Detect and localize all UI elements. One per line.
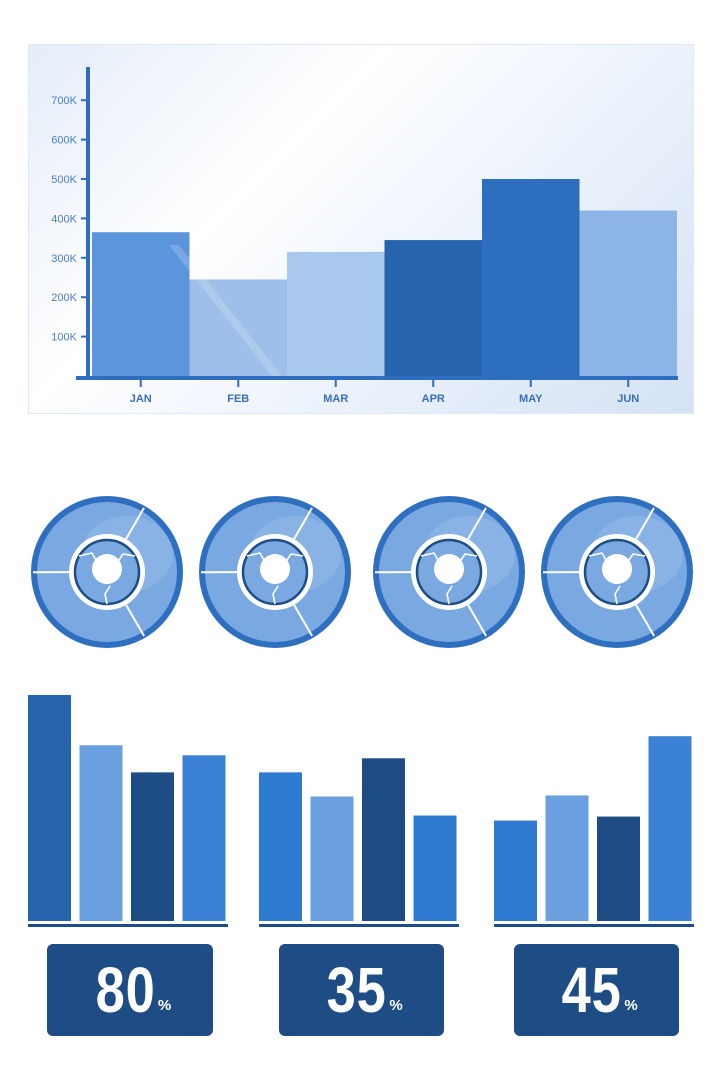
mini-bar xyxy=(362,758,405,921)
mini-bar xyxy=(131,772,174,921)
donut-slice-divider xyxy=(293,507,313,540)
donut-inner-divider xyxy=(272,585,279,605)
donut-chart-1 xyxy=(30,495,184,649)
y-tick-label: 600K xyxy=(51,135,77,147)
x-tick-label: MAY xyxy=(519,393,543,405)
y-tick-label: 100K xyxy=(51,332,77,344)
donut-svg-2 xyxy=(199,496,351,648)
stat-unit: % xyxy=(157,997,172,1014)
mini-baseline xyxy=(28,924,228,927)
mini-baseline xyxy=(259,924,459,927)
donut-center xyxy=(260,554,290,584)
mini-bar xyxy=(28,695,71,921)
bar-jan xyxy=(92,232,190,376)
mini-bar xyxy=(310,796,354,921)
x-tick-label: JUN xyxy=(617,393,639,405)
donut-chart-2 xyxy=(198,495,352,649)
stat-unit: % xyxy=(389,997,403,1014)
mini-bar-chart-1 xyxy=(28,690,228,930)
donut-center xyxy=(434,554,464,584)
stat-unit: % xyxy=(624,997,638,1014)
y-tick-label: 300K xyxy=(51,253,77,265)
donut-center xyxy=(92,554,122,584)
y-tick-label: 400K xyxy=(51,213,77,225)
mini-bar xyxy=(597,816,640,921)
donut-chart-4 xyxy=(540,495,694,649)
donut-center xyxy=(602,554,632,584)
stat-value: 45 xyxy=(561,954,622,1026)
donut-inner-divider xyxy=(246,552,266,563)
donut-slice-divider xyxy=(467,604,487,637)
bar-jun xyxy=(579,210,677,376)
x-tick-label: JAN xyxy=(130,393,152,405)
mini-bar xyxy=(182,755,226,921)
mini-svg-3 xyxy=(494,736,694,927)
mini-bar-chart-3 xyxy=(494,690,694,930)
donut-svg-4 xyxy=(541,496,693,648)
donut-slice-divider xyxy=(635,507,655,540)
stat-box-1: 80% xyxy=(47,944,213,1036)
donut-slice-divider xyxy=(293,604,313,637)
donut-slice-divider xyxy=(125,604,145,637)
donut-inner-divider xyxy=(614,585,621,605)
donut-slice-divider xyxy=(635,604,655,637)
donut-inner-divider xyxy=(420,552,440,563)
mini-baseline xyxy=(494,924,694,927)
stat-box-2: 35% xyxy=(279,944,444,1036)
donut-svg-1 xyxy=(31,496,183,648)
mini-bar xyxy=(494,820,537,921)
bar-feb xyxy=(189,279,287,376)
light-streak xyxy=(169,245,289,385)
bar-apr xyxy=(384,240,482,376)
monthly-bar-chart-svg: 100K 200K 300K 400K 500K 600K 700K JAN FEB MAR APR… xyxy=(51,67,678,405)
donut-slice-divider xyxy=(125,507,145,540)
donut-svg-3 xyxy=(373,496,525,648)
stat-box-3: 45% xyxy=(514,944,679,1036)
mini-svg-2 xyxy=(259,758,459,927)
mini-bar xyxy=(648,736,692,921)
mini-bar-chart-2 xyxy=(259,690,459,930)
bar-may xyxy=(482,179,580,376)
y-tick-label: 500K xyxy=(51,174,77,186)
y-tick-label: 200K xyxy=(51,292,77,304)
stat-value: 80 xyxy=(95,954,156,1026)
y-axis-line xyxy=(86,67,90,378)
mini-bar xyxy=(79,745,123,921)
donut-inner-divider xyxy=(588,552,608,563)
mini-bar xyxy=(259,772,302,921)
stat-value: 35 xyxy=(326,954,387,1026)
donut-inner-divider xyxy=(104,585,111,605)
y-tick-label: 700K xyxy=(51,95,77,107)
mini-svg-1 xyxy=(28,695,228,927)
donut-inner-divider xyxy=(446,585,453,605)
mini-bar xyxy=(413,815,457,921)
x-tick-label: FEB xyxy=(227,393,249,405)
donut-slice-divider xyxy=(467,507,487,540)
bar-mar xyxy=(287,251,385,376)
donut-inner-divider xyxy=(78,552,98,563)
x-axis-line xyxy=(76,376,678,380)
monthly-bar-chart: 100K 200K 300K 400K 500K 600K 700K JAN FEB MAR APR… xyxy=(28,44,694,414)
x-tick-label: MAR xyxy=(323,393,348,405)
donut-chart-3 xyxy=(372,495,526,649)
x-tick-label: APR xyxy=(422,393,445,405)
mini-bar xyxy=(545,795,589,921)
